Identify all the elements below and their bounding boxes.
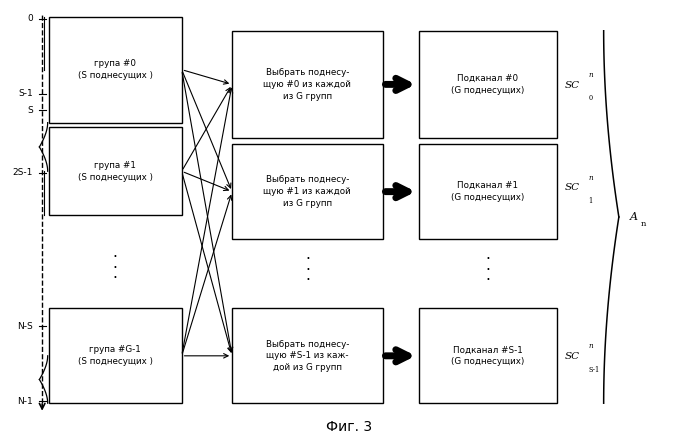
Text: SC: SC xyxy=(565,81,580,90)
Text: 2S-1: 2S-1 xyxy=(13,168,33,177)
Text: Подканал #1
(G поднесущих): Подканал #1 (G поднесущих) xyxy=(451,181,524,202)
FancyBboxPatch shape xyxy=(419,308,556,403)
FancyBboxPatch shape xyxy=(49,17,182,123)
FancyBboxPatch shape xyxy=(419,31,556,138)
FancyBboxPatch shape xyxy=(49,308,182,403)
Text: Подканал #0
(G поднесущих): Подканал #0 (G поднесущих) xyxy=(451,74,524,95)
Text: S-1: S-1 xyxy=(589,366,600,374)
Text: ·: · xyxy=(305,252,310,267)
Text: N-1: N-1 xyxy=(17,397,33,406)
Text: Выбрать поднесу-
щую #S-1 из каж-
дой из G групп: Выбрать поднесу- щую #S-1 из каж- дой из… xyxy=(266,339,349,372)
Text: A: A xyxy=(630,212,638,222)
Text: ·: · xyxy=(113,261,117,276)
Text: 0: 0 xyxy=(27,14,33,23)
Text: ·: · xyxy=(305,263,310,278)
Text: ·: · xyxy=(113,271,117,286)
FancyBboxPatch shape xyxy=(232,31,382,138)
Text: ·: · xyxy=(485,273,490,288)
Text: 0: 0 xyxy=(589,94,593,102)
Text: N-S: N-S xyxy=(17,322,33,331)
Text: S-1: S-1 xyxy=(18,89,33,98)
Text: ·: · xyxy=(485,252,490,267)
Text: S: S xyxy=(27,106,33,115)
Text: SC: SC xyxy=(565,352,580,361)
FancyBboxPatch shape xyxy=(49,127,182,215)
Text: група #0
(S поднесущих ): група #0 (S поднесущих ) xyxy=(78,59,153,80)
FancyBboxPatch shape xyxy=(232,144,382,239)
Text: Выбрать поднесу-
щую #1 из каждой
из G групп: Выбрать поднесу- щую #1 из каждой из G г… xyxy=(264,175,351,208)
FancyBboxPatch shape xyxy=(419,144,556,239)
Text: ·: · xyxy=(305,273,310,288)
Text: n: n xyxy=(589,343,593,350)
Text: Подканал #S-1
(G поднесущих): Подканал #S-1 (G поднесущих) xyxy=(451,346,524,366)
Text: n: n xyxy=(589,173,593,182)
Text: SC: SC xyxy=(565,184,580,192)
Text: n: n xyxy=(589,71,593,79)
Text: n: n xyxy=(641,220,647,229)
Text: Фиг. 3: Фиг. 3 xyxy=(326,420,373,434)
Text: ·: · xyxy=(485,263,490,278)
Text: група #G-1
(S поднесущих ): група #G-1 (S поднесущих ) xyxy=(78,346,153,366)
Text: група #1
(S поднесущих ): група #1 (S поднесущих ) xyxy=(78,161,153,182)
FancyBboxPatch shape xyxy=(232,308,382,403)
Text: Выбрать поднесу-
щую #0 из каждой
из G групп: Выбрать поднесу- щую #0 из каждой из G г… xyxy=(264,68,352,101)
Text: ·: · xyxy=(113,250,117,265)
Text: 1: 1 xyxy=(589,197,593,205)
